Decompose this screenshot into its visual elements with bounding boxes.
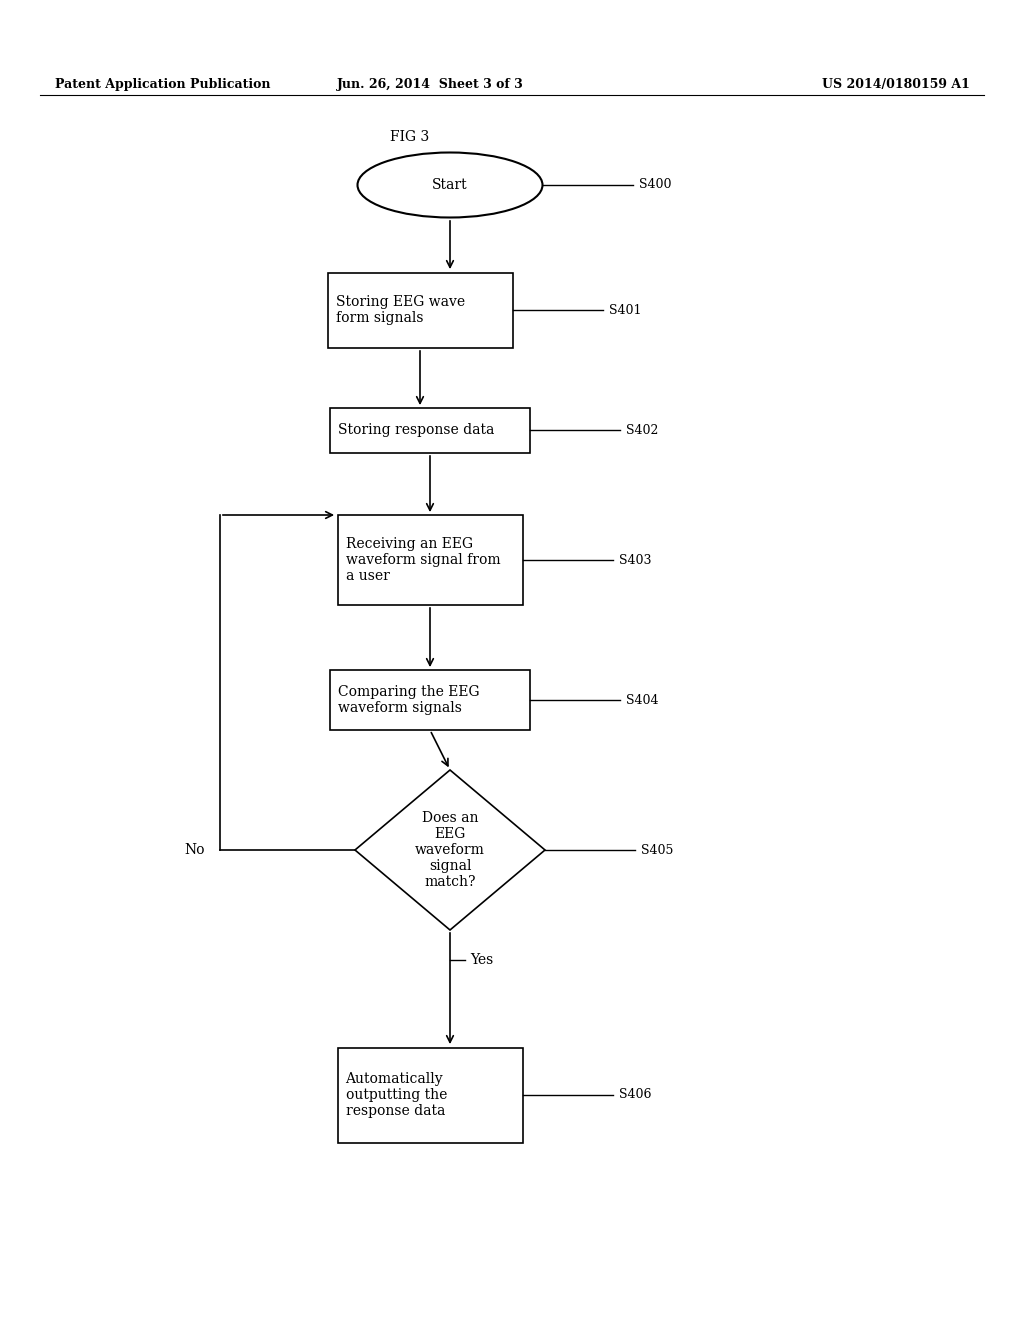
Text: Does an
EEG
waveform
signal
match?: Does an EEG waveform signal match? bbox=[415, 810, 485, 890]
Bar bbox=[328, 272, 512, 347]
Text: FIG 3: FIG 3 bbox=[390, 129, 429, 144]
Text: S406: S406 bbox=[618, 1089, 651, 1101]
Bar bbox=[338, 515, 522, 605]
Polygon shape bbox=[355, 770, 545, 931]
Text: S404: S404 bbox=[626, 693, 658, 706]
Text: Automatically
outputting the
response data: Automatically outputting the response da… bbox=[345, 1072, 446, 1118]
Text: Comparing the EEG
waveform signals: Comparing the EEG waveform signals bbox=[338, 685, 479, 715]
Text: Storing EEG wave
form signals: Storing EEG wave form signals bbox=[336, 294, 465, 325]
Text: S401: S401 bbox=[608, 304, 641, 317]
Text: Jun. 26, 2014  Sheet 3 of 3: Jun. 26, 2014 Sheet 3 of 3 bbox=[337, 78, 523, 91]
Text: S403: S403 bbox=[618, 553, 651, 566]
Text: Patent Application Publication: Patent Application Publication bbox=[55, 78, 270, 91]
Text: US 2014/0180159 A1: US 2014/0180159 A1 bbox=[822, 78, 970, 91]
Text: S400: S400 bbox=[639, 178, 671, 191]
Text: No: No bbox=[184, 843, 205, 857]
Text: Start: Start bbox=[432, 178, 468, 191]
Bar bbox=[330, 408, 530, 453]
Text: Yes: Yes bbox=[470, 953, 494, 968]
Text: Storing response data: Storing response data bbox=[338, 422, 495, 437]
Text: S402: S402 bbox=[626, 424, 658, 437]
Bar bbox=[338, 1048, 522, 1143]
Bar bbox=[330, 671, 530, 730]
Ellipse shape bbox=[357, 153, 543, 218]
Text: S405: S405 bbox=[641, 843, 674, 857]
Text: Receiving an EEG
waveform signal from
a user: Receiving an EEG waveform signal from a … bbox=[345, 537, 500, 583]
